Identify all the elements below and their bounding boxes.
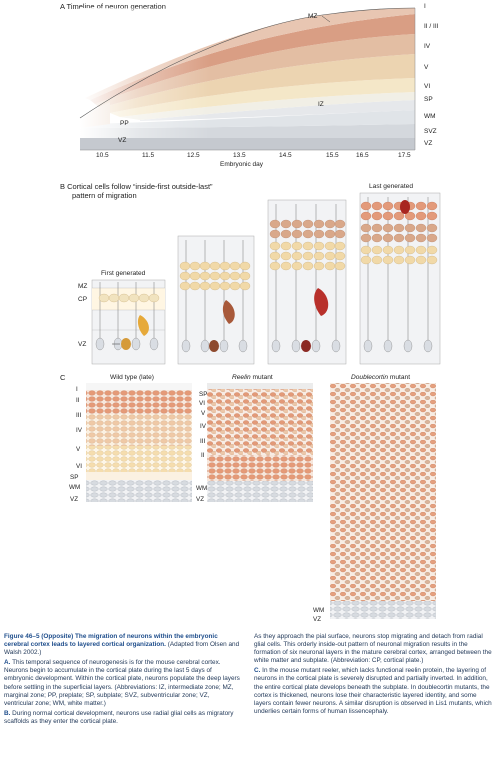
wt-column (86, 383, 192, 502)
layer-label-svz: SVZ (424, 128, 437, 135)
wt-layer-label: I (76, 386, 78, 393)
dcx-title: Doublecortin mutant (351, 374, 410, 381)
day-label: 16.5 (356, 152, 369, 159)
caption-c-label: C. (254, 667, 261, 675)
migration-diagram (91, 192, 441, 365)
wt-layer-label: VZ (70, 496, 79, 503)
caption-right: As they approach the pial surface, neuro… (254, 633, 492, 718)
reelin-layer-label: VZ (196, 496, 205, 503)
layer-label-vi: VI (424, 83, 431, 90)
reelin-title-rest: mutant (250, 374, 273, 381)
reelin-layer-label: VI (199, 400, 205, 407)
caption-b-label: B. (4, 709, 11, 717)
first-generated-label: First generated (101, 270, 146, 277)
caption-source: (Adapted from Olsen and Walsh 2002.) (4, 641, 240, 657)
reelin-layer-label: IV (200, 423, 206, 430)
caption-b: B. During normal cortical development, n… (4, 710, 240, 726)
layer-label-sp: SP (424, 96, 433, 103)
layer-iv-band (95, 34, 415, 108)
caption-title: Figure 46–5 (Opposite) The migration of … (4, 633, 240, 657)
panel-b-title-line2: pattern of migration (72, 191, 137, 200)
reelin-column (207, 383, 313, 502)
cp-zone-label: CP (78, 296, 88, 303)
day-label: 13.5 (233, 152, 246, 159)
dcx-column (330, 383, 436, 619)
panel-c-label: C (60, 373, 66, 382)
mz-zone-label: MZ (78, 283, 88, 290)
migration-stage-3 (267, 199, 347, 365)
vz-inner-label: VZ (118, 137, 127, 144)
day-label: 14.5 (279, 152, 292, 159)
cortex-comparison (86, 383, 436, 619)
dcx-layer-label: VZ (313, 616, 322, 623)
reelin-title-italic: Reelin (232, 374, 251, 381)
day-label: 17.5 (398, 152, 411, 159)
vz-zone-label: VZ (78, 341, 87, 348)
layer-i-band (85, 8, 415, 100)
wt-layer-label: VI (76, 463, 82, 470)
reelin-layer-label: SP (199, 391, 208, 398)
wt-layer-label: SP (70, 474, 79, 481)
migration-stage-2 (177, 235, 255, 365)
layer-ii-iii-band (90, 14, 415, 104)
reelin-layer-label: II (201, 452, 205, 459)
wt-layer-label: IV (76, 427, 82, 434)
layer-label-wm: WM (424, 113, 436, 120)
pp-label: PP (120, 120, 129, 127)
caption-a: A. This temporal sequence of neurogenesi… (4, 659, 240, 708)
migration-stage-4 (359, 192, 441, 365)
caption-c: C. In the mouse mutant reeler, which lac… (254, 667, 492, 716)
reelin-title: Reelin mutant (232, 374, 273, 381)
mz-label: MZ (308, 13, 318, 20)
caption-title-text: Figure 46–5 (Opposite) The migration of … (4, 633, 218, 649)
wt-layer-label: III (76, 412, 82, 419)
panel-b-title-line1: B Cortical cells follow “inside-first ou… (60, 182, 213, 191)
reelin-layer-label: III (200, 438, 206, 445)
layer-label-iv: IV (424, 43, 431, 50)
layer-label-v: V (424, 64, 429, 71)
layer-label-i: I (424, 3, 426, 10)
dcx-title-rest: mutant (388, 374, 411, 381)
panel-a-title: A Timeline of neuron generation (60, 2, 166, 11)
caption-c-text: In the mouse mutant reeler, which lacks … (254, 667, 492, 715)
caption-a-label: A. (4, 659, 11, 667)
layer-label-ii-iii: II / III (424, 23, 439, 30)
caption-a-text: This temporal sequence of neurogenesis i… (4, 659, 240, 707)
iz-label: IZ (318, 101, 324, 108)
wt-layer-label: WM (69, 484, 81, 491)
dcx-title-italic: Doublecortin (351, 374, 389, 381)
last-generated-label: Last generated (369, 183, 413, 190)
wt-title: Wild type (late) (110, 374, 154, 381)
day-label: 12.5 (187, 152, 200, 159)
wt-layer-label: II (76, 397, 80, 404)
dcx-layer-label: WM (313, 607, 325, 614)
x-axis-label: Embryonic day (220, 161, 263, 168)
caption-b-text: During normal cortical development, neur… (4, 709, 234, 725)
day-label: 15.5 (326, 152, 339, 159)
timeline-diagram (79, 7, 416, 151)
layer-label-vz: VZ (424, 140, 433, 147)
day-label: 11.5 (142, 152, 155, 159)
wt-layer-label: V (76, 446, 81, 453)
caption-b-continued: As they approach the pial surface, neuro… (254, 633, 492, 665)
reelin-layer-label: WM (196, 485, 208, 492)
vz-band (80, 138, 415, 150)
reelin-layer-label: V (201, 410, 206, 417)
caption-left: Figure 46–5 (Opposite) The migration of … (4, 633, 240, 728)
day-label: 10.5 (96, 152, 109, 159)
migration-stage-1 (91, 279, 166, 365)
